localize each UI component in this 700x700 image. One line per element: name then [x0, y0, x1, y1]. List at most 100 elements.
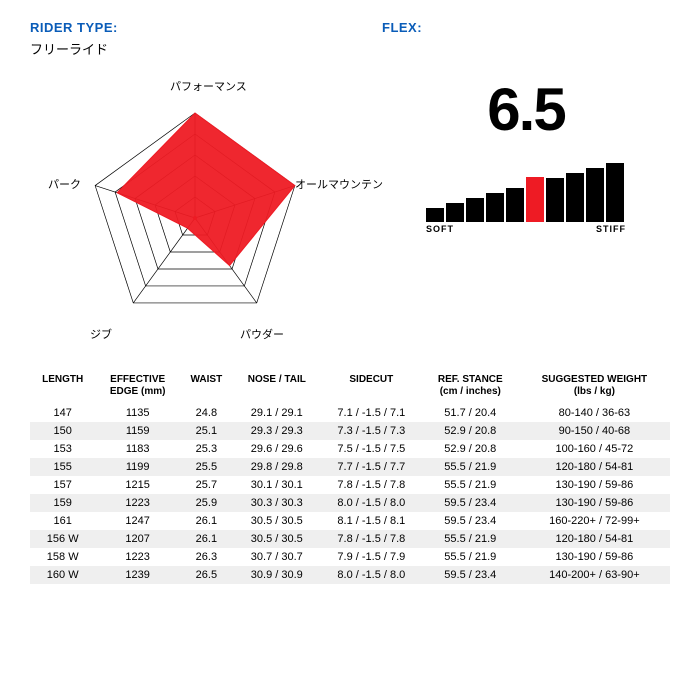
table-cell: 156 W — [30, 530, 95, 548]
flex-bar — [426, 208, 444, 222]
flex-stiff-label: STIFF — [596, 224, 626, 234]
table-cell: 30.3 / 30.3 — [233, 494, 321, 512]
table-cell: 160-220+ / 72-99+ — [519, 512, 670, 530]
table-cell: 7.1 / -1.5 / 7.1 — [321, 404, 422, 422]
table-cell: 59.5 / 23.4 — [422, 494, 519, 512]
rider-type-value: フリーライド — [30, 39, 382, 58]
table-row: 150115925.129.3 / 29.37.3 / -1.5 / 7.352… — [30, 422, 670, 440]
table-cell: 7.5 / -1.5 / 7.5 — [321, 440, 422, 458]
table-cell: 1183 — [95, 440, 180, 458]
table-header-cell: LENGTH — [30, 368, 95, 404]
flex-display: 6.5 SOFT STIFF — [382, 75, 670, 234]
table-cell: 160 W — [30, 566, 95, 584]
table-cell: 1223 — [95, 494, 180, 512]
table-cell: 24.8 — [180, 404, 233, 422]
table-row: 155119925.529.8 / 29.87.7 / -1.5 / 7.755… — [30, 458, 670, 476]
table-header-cell: REF. STANCE(cm / inches) — [422, 368, 519, 404]
table-cell: 25.5 — [180, 458, 233, 476]
radar-axis-label: パーク — [48, 176, 81, 192]
rider-section: RIDER TYPE: フリーライド パフォーマンスオールマウンテンパウダージブ… — [30, 20, 382, 338]
table-cell: 7.8 / -1.5 / 7.8 — [321, 476, 422, 494]
table-cell: 29.6 / 29.6 — [233, 440, 321, 458]
spec-table: LENGTHEFFECTIVEEDGE (mm)WAISTNOSE / TAIL… — [30, 368, 670, 584]
table-header-cell: NOSE / TAIL — [233, 368, 321, 404]
table-cell: 25.7 — [180, 476, 233, 494]
table-cell: 25.1 — [180, 422, 233, 440]
table-cell: 120-180 / 54-81 — [519, 530, 670, 548]
flex-bar — [546, 178, 564, 222]
flex-bar — [506, 188, 524, 222]
table-cell: 130-190 / 59-86 — [519, 476, 670, 494]
table-cell: 1159 — [95, 422, 180, 440]
table-cell: 30.7 / 30.7 — [233, 548, 321, 566]
table-cell: 25.9 — [180, 494, 233, 512]
flex-bar — [606, 163, 624, 222]
table-cell: 30.9 / 30.9 — [233, 566, 321, 584]
table-cell: 52.9 / 20.8 — [422, 422, 519, 440]
table-cell: 1223 — [95, 548, 180, 566]
flex-soft-label: SOFT — [426, 224, 454, 234]
rider-type-title: RIDER TYPE: — [30, 20, 382, 35]
radar-axis-label: ジブ — [90, 326, 112, 342]
radar-axis-label: オールマウンテン — [295, 176, 383, 192]
radar-chart: パフォーマンスオールマウンテンパウダージブパーク — [30, 68, 360, 338]
table-row: 157121525.730.1 / 30.17.8 / -1.5 / 7.855… — [30, 476, 670, 494]
table-cell: 30.5 / 30.5 — [233, 512, 321, 530]
table-cell: 1207 — [95, 530, 180, 548]
table-cell: 159 — [30, 494, 95, 512]
table-row: 153118325.329.6 / 29.67.5 / -1.5 / 7.552… — [30, 440, 670, 458]
table-cell: 7.3 / -1.5 / 7.3 — [321, 422, 422, 440]
table-cell: 8.1 / -1.5 / 8.1 — [321, 512, 422, 530]
table-cell: 140-200+ / 63-90+ — [519, 566, 670, 584]
flex-bar — [566, 173, 584, 222]
table-cell: 161 — [30, 512, 95, 530]
flex-bar — [526, 177, 544, 222]
table-cell: 1199 — [95, 458, 180, 476]
table-cell: 100-160 / 45-72 — [519, 440, 670, 458]
table-cell: 26.5 — [180, 566, 233, 584]
table-header-cell: SIDECUT — [321, 368, 422, 404]
table-cell: 25.3 — [180, 440, 233, 458]
flex-bar — [586, 168, 604, 222]
table-row: 160 W123926.530.9 / 30.98.0 / -1.5 / 8.0… — [30, 566, 670, 584]
table-cell: 130-190 / 59-86 — [519, 548, 670, 566]
table-cell: 7.7 / -1.5 / 7.7 — [321, 458, 422, 476]
table-cell: 29.1 / 29.1 — [233, 404, 321, 422]
table-cell: 80-140 / 36-63 — [519, 404, 670, 422]
table-cell: 7.9 / -1.5 / 7.9 — [321, 548, 422, 566]
table-cell: 1247 — [95, 512, 180, 530]
flex-bar — [486, 193, 504, 222]
table-row: 147113524.829.1 / 29.17.1 / -1.5 / 7.151… — [30, 404, 670, 422]
table-header-row: LENGTHEFFECTIVEEDGE (mm)WAISTNOSE / TAIL… — [30, 368, 670, 404]
flex-title: FLEX: — [382, 20, 670, 35]
table-cell: 150 — [30, 422, 95, 440]
table-cell: 130-190 / 59-86 — [519, 494, 670, 512]
table-cell: 51.7 / 20.4 — [422, 404, 519, 422]
radar-axis-label: パウダー — [240, 326, 284, 342]
table-cell: 158 W — [30, 548, 95, 566]
table-cell: 26.3 — [180, 548, 233, 566]
table-cell: 90-150 / 40-68 — [519, 422, 670, 440]
radar-axis-label: パフォーマンス — [170, 78, 247, 94]
table-cell: 29.3 / 29.3 — [233, 422, 321, 440]
table-cell: 8.0 / -1.5 / 8.0 — [321, 494, 422, 512]
table-cell: 120-180 / 54-81 — [519, 458, 670, 476]
table-header-cell: SUGGESTED WEIGHT(lbs / kg) — [519, 368, 670, 404]
flex-bar — [446, 203, 464, 222]
table-cell: 30.5 / 30.5 — [233, 530, 321, 548]
table-header-cell: WAIST — [180, 368, 233, 404]
table-cell: 147 — [30, 404, 95, 422]
table-cell: 153 — [30, 440, 95, 458]
table-cell: 30.1 / 30.1 — [233, 476, 321, 494]
flex-section: FLEX: 6.5 SOFT STIFF — [382, 20, 670, 338]
table-row: 158 W122326.330.7 / 30.77.9 / -1.5 / 7.9… — [30, 548, 670, 566]
table-cell: 59.5 / 23.4 — [422, 512, 519, 530]
table-cell: 26.1 — [180, 512, 233, 530]
table-cell: 1135 — [95, 404, 180, 422]
table-header-cell: EFFECTIVEEDGE (mm) — [95, 368, 180, 404]
table-cell: 155 — [30, 458, 95, 476]
flex-value: 6.5 — [382, 75, 670, 144]
table-cell: 55.5 / 21.9 — [422, 548, 519, 566]
table-cell: 7.8 / -1.5 / 7.8 — [321, 530, 422, 548]
table-cell: 26.1 — [180, 530, 233, 548]
